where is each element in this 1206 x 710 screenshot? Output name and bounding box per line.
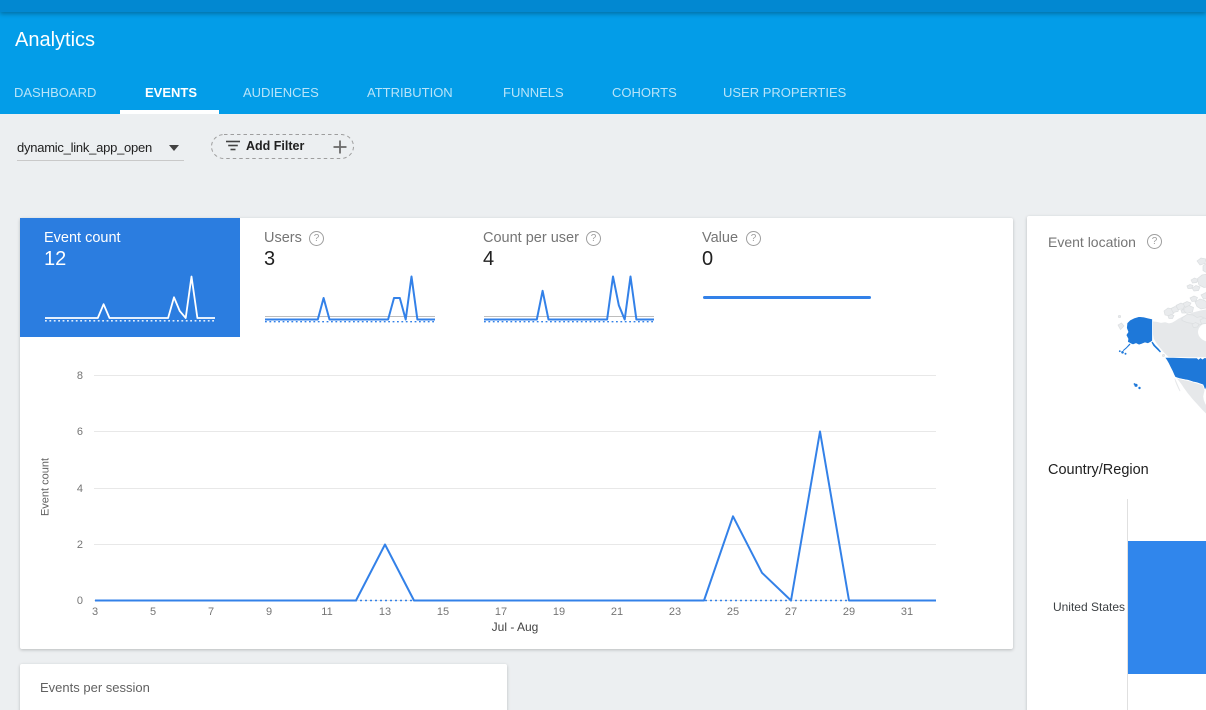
svg-text:17: 17 (495, 606, 507, 618)
svg-text:11: 11 (321, 606, 332, 618)
svg-text:0: 0 (77, 595, 83, 607)
svg-text:8: 8 (77, 370, 83, 382)
svg-text:2: 2 (77, 539, 83, 551)
svg-text:4: 4 (77, 483, 83, 495)
svg-text:3: 3 (92, 606, 98, 618)
svg-text:27: 27 (785, 606, 797, 618)
svg-text:31: 31 (901, 606, 913, 618)
svg-text:9: 9 (266, 606, 272, 618)
svg-text:6: 6 (77, 426, 83, 438)
svg-text:23: 23 (669, 606, 681, 618)
svg-text:15: 15 (437, 606, 449, 618)
svg-text:21: 21 (611, 606, 623, 618)
svg-text:Jul - Aug: Jul - Aug (492, 620, 539, 634)
svg-text:7: 7 (208, 606, 214, 618)
svg-text:25: 25 (727, 606, 739, 618)
svg-text:13: 13 (379, 606, 391, 618)
svg-text:Event count: Event count (40, 458, 52, 516)
svg-text:29: 29 (843, 606, 855, 618)
svg-text:5: 5 (150, 606, 156, 618)
svg-text:19: 19 (553, 606, 565, 618)
